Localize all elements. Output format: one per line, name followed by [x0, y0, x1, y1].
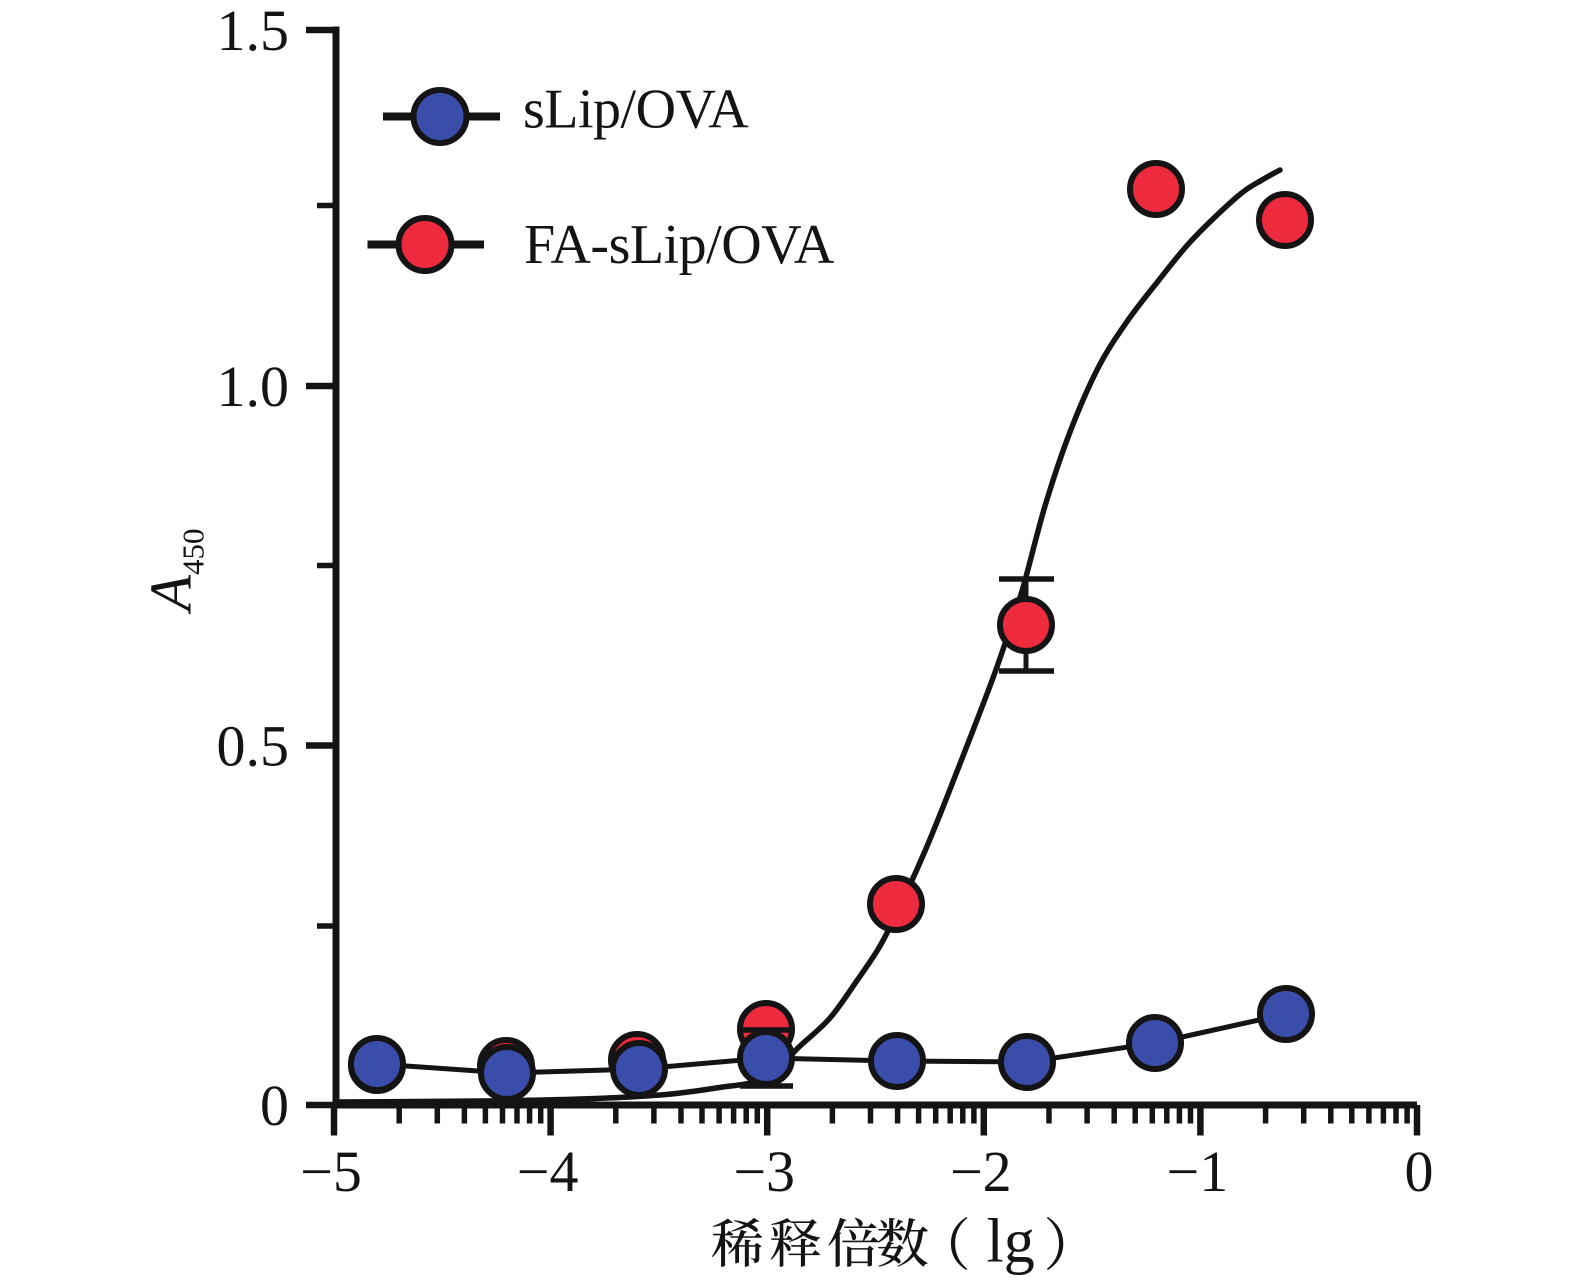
svg-text:0: 0 — [260, 1073, 289, 1138]
svg-text:−1: −1 — [1167, 1139, 1229, 1204]
svg-text:−3: −3 — [733, 1139, 795, 1204]
svg-text:0.5: 0.5 — [217, 714, 290, 779]
svg-text:sLip/OVA: sLip/OVA — [523, 79, 749, 141]
svg-text:−5: −5 — [300, 1139, 362, 1204]
svg-text:lg: lg — [987, 1208, 1035, 1276]
svg-text:FA-sLip/OVA: FA-sLip/OVA — [524, 214, 835, 276]
svg-text:−4: −4 — [517, 1139, 579, 1204]
svg-text:0: 0 — [1405, 1139, 1434, 1204]
svg-text:−2: −2 — [950, 1139, 1012, 1204]
svg-text:1.5: 1.5 — [217, 0, 290, 63]
svg-text:1.0: 1.0 — [217, 354, 290, 419]
